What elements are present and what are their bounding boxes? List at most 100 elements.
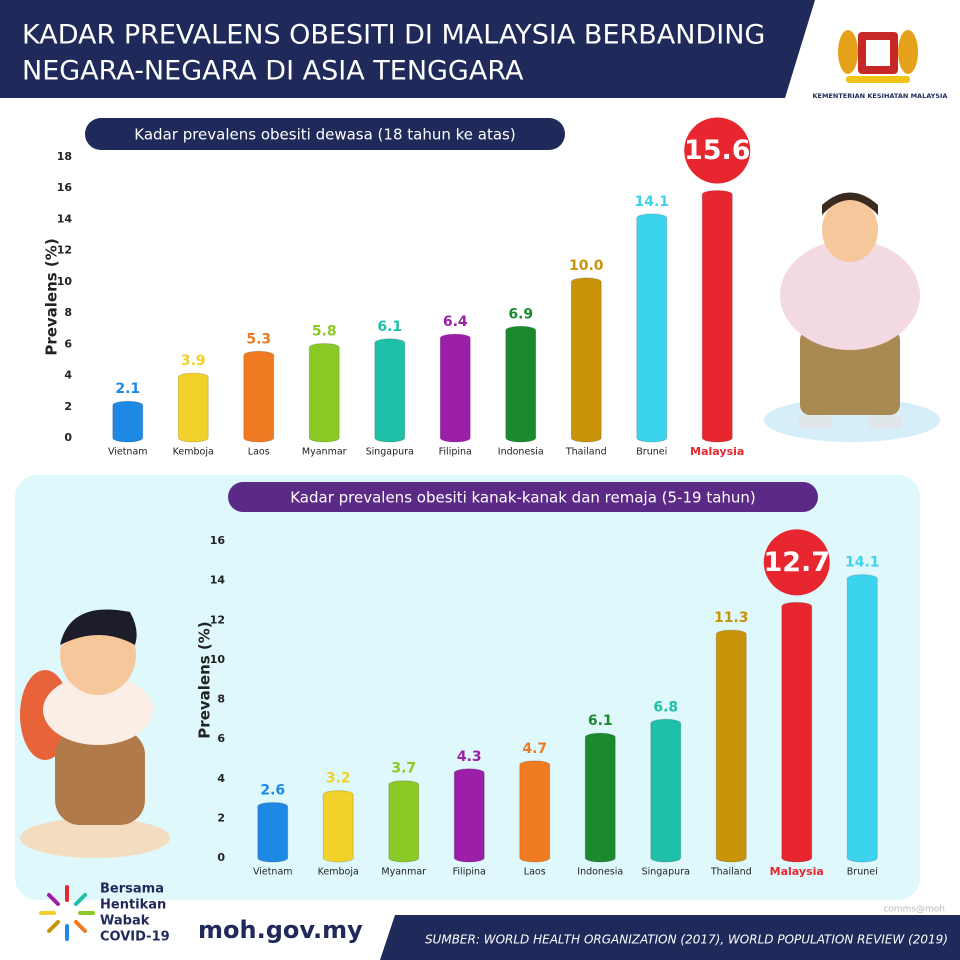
header-band: [0, 0, 815, 98]
bar: [781, 601, 813, 863]
value-label: 6.4: [443, 314, 468, 330]
value-label: 15.6: [684, 135, 751, 166]
y-tick-label: 2: [64, 400, 72, 413]
y-tick-label: 16: [57, 181, 73, 194]
chart-title-pill: [85, 118, 565, 150]
chart-title: Kadar prevalens obesiti dewasa (18 tahun…: [134, 126, 515, 144]
y-tick-label: 12: [57, 244, 72, 257]
footer-band: [380, 915, 960, 960]
y-tick-label: 8: [64, 306, 72, 319]
credit: comms@moh: [883, 905, 945, 915]
bar: [570, 277, 602, 443]
value-label: 5.8: [312, 323, 337, 339]
x-tick-label: Laos: [524, 867, 546, 878]
x-tick-label: Myanmar: [302, 447, 347, 458]
source: SUMBER: WORLD HEALTH ORGANIZATION (2017)…: [425, 933, 948, 947]
covid-logo: [39, 885, 95, 941]
bar: [846, 574, 878, 863]
highlight-badge: [763, 529, 830, 596]
value-label: 6.1: [588, 713, 613, 729]
value-label: 4.3: [457, 749, 482, 765]
value-label: 3.9: [181, 353, 206, 369]
x-tick-label: Indonesia: [577, 867, 623, 878]
y-tick-label: 4: [217, 772, 225, 785]
x-tick-label: Vietnam: [253, 867, 293, 878]
x-tick-label: Filipina: [453, 867, 486, 878]
y-tick-label: 6: [64, 337, 72, 350]
x-tick-label: Brunei: [847, 867, 878, 878]
value-label: 4.7: [522, 741, 547, 757]
chart-title-pill: [228, 482, 818, 512]
x-tick-label: Laos: [248, 447, 270, 458]
campaign-text: Bersama: [100, 882, 164, 897]
value-label: 6.9: [508, 306, 533, 322]
adult-figure: [764, 192, 940, 442]
campaign-text: COVID-19: [100, 930, 170, 945]
y-tick-label: 14: [210, 574, 226, 587]
value-label: 2.1: [115, 381, 140, 397]
y-tick-label: 0: [217, 851, 225, 864]
x-tick-label: Filipina: [439, 447, 472, 458]
bar: [701, 189, 733, 443]
logo-caption: KEMENTERIAN KESIHATAN MALAYSIA: [813, 92, 948, 100]
bar: [177, 372, 209, 443]
x-tick-label: Brunei: [636, 447, 667, 458]
y-tick-label: 0: [64, 431, 72, 444]
bar: [453, 768, 485, 863]
bar: [308, 342, 340, 443]
child-figure: [20, 609, 170, 858]
y-tick-label: 18: [57, 150, 72, 163]
y-axis-label: Prevalens (%): [43, 238, 61, 355]
value-label: 3.2: [326, 771, 351, 787]
bar: [112, 400, 144, 443]
value-label: 12.7: [763, 547, 830, 578]
bar: [636, 213, 668, 443]
x-tick-label: Malaysia: [770, 865, 824, 878]
bar: [243, 350, 275, 443]
value-label: 3.7: [391, 761, 416, 777]
bar: [388, 780, 420, 863]
x-tick-label: Indonesia: [498, 447, 544, 458]
value-label: 6.1: [377, 319, 402, 335]
header-title: KADAR PREVALENS OBESITI DI MALAYSIA BERB…: [22, 20, 765, 51]
bar: [650, 718, 682, 863]
x-tick-label: Singapura: [366, 447, 414, 458]
value-label: 14.1: [634, 194, 669, 210]
crest: [838, 30, 918, 83]
value-label: 11.3: [714, 610, 749, 626]
header-title: NEGARA-NEGARA DI ASIA TENGGARA: [22, 56, 524, 87]
y-tick-label: 10: [57, 275, 73, 288]
bar: [584, 732, 616, 863]
y-tick-label: 16: [210, 534, 226, 547]
bar: [505, 325, 537, 443]
highlight-badge: [684, 117, 751, 184]
y-tick-label: 8: [217, 693, 225, 706]
y-tick-label: 12: [210, 613, 225, 626]
value-label: 6.8: [653, 699, 678, 715]
x-tick-label: Kemboja: [318, 867, 359, 878]
y-axis-label: Prevalens (%): [196, 621, 214, 738]
x-tick-label: Thailand: [565, 447, 607, 458]
panel: [15, 475, 920, 900]
y-tick-label: 2: [217, 811, 225, 824]
x-tick-label: Vietnam: [108, 447, 148, 458]
bar: [374, 338, 406, 443]
x-tick-label: Myanmar: [381, 867, 426, 878]
bar: [439, 333, 471, 443]
bar: [715, 629, 747, 863]
y-tick-label: 14: [57, 212, 73, 225]
bar: [257, 802, 289, 863]
value-label: 2.6: [260, 782, 285, 798]
x-tick-label: Malaysia: [690, 445, 744, 458]
x-tick-label: Kemboja: [173, 447, 214, 458]
value-label: 5.3: [246, 331, 271, 347]
chart-title: Kadar prevalens obesiti kanak-kanak dan …: [290, 489, 756, 507]
y-tick-label: 6: [217, 732, 225, 745]
campaign-text: Wabak: [100, 914, 150, 929]
website: moh.gov.my: [198, 916, 363, 944]
bar: [519, 760, 551, 863]
value-label: 10.0: [569, 258, 604, 274]
value-label: 14.1: [845, 555, 880, 571]
x-tick-label: Thailand: [710, 867, 752, 878]
